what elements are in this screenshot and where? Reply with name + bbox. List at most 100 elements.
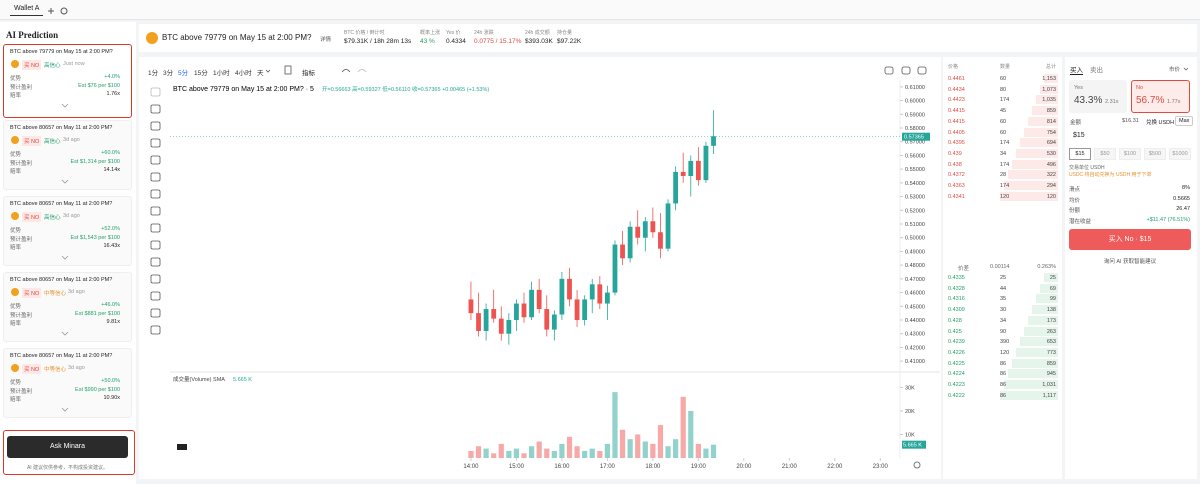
candle-body — [506, 320, 512, 334]
chart-title: BTC above 79779 on May 15 at 2:00 PM? · … — [173, 86, 314, 93]
drawing-tool — [150, 189, 161, 199]
ob-cell: 0.4405 — [948, 129, 965, 136]
toolbar-icon — [884, 66, 894, 75]
prediction-card[interactable] — [3, 120, 132, 190]
interval-button[interactable]: 15分 — [194, 70, 208, 77]
drawing-tool — [150, 138, 161, 148]
x-tick-label: 14:00 — [463, 464, 479, 470]
toolbar-icon — [901, 66, 911, 75]
ob-cell: 0.4434 — [948, 86, 965, 93]
volume-bar — [528, 446, 535, 458]
interval-button[interactable]: 1分 — [148, 70, 159, 77]
preset-button[interactable]: $500 — [1144, 148, 1166, 160]
tv-logo — [177, 444, 187, 450]
volume-bar — [635, 434, 641, 458]
preset-button[interactable]: $100 — [1119, 148, 1141, 160]
row-value: 14.14x — [103, 167, 120, 173]
confidence-tag: 中等信心 — [44, 291, 67, 297]
row-value: +4.0% — [104, 74, 120, 80]
interval-button[interactable]: 天 — [257, 70, 264, 77]
x-tick-label: 23:00 — [873, 464, 889, 470]
indicators-button[interactable]: 指标 — [302, 70, 315, 77]
ohlc-text: 开=0.56663 高=0.59327 低=0.56110 收=0.57365 … — [322, 85, 489, 93]
trade-panel — [1065, 57, 1197, 479]
ob-cell: 90 — [1000, 328, 1007, 335]
interval-button[interactable]: 1小时 — [213, 70, 230, 77]
stat-label: 概率上涨 — [420, 30, 441, 36]
order-type[interactable]: 市价 — [1169, 67, 1181, 73]
y-tick-label: 0.52000 — [905, 208, 925, 214]
volume-bar — [695, 443, 701, 458]
sidebar-title: AI Prediction — [6, 30, 59, 40]
confidence-tag: 高信心 — [44, 215, 61, 221]
candle-body — [574, 299, 580, 320]
volume-bar — [498, 443, 504, 458]
drawing-tool — [150, 240, 161, 250]
tab-bar — [0, 0, 1200, 20]
x-tick-label: 22:00 — [827, 464, 843, 470]
trade-tab[interactable]: 买入 — [1070, 64, 1083, 75]
prediction-card[interactable] — [3, 44, 132, 118]
header-bar — [139, 24, 1197, 52]
candle-body — [703, 145, 709, 181]
details-link[interactable]: 详情 — [320, 37, 332, 43]
ob-row-bg — [1032, 106, 1058, 116]
ob-cell: 120 — [1046, 193, 1056, 200]
volume-bar — [710, 444, 717, 458]
interval-button[interactable]: 5分 — [178, 70, 189, 77]
prediction-card[interactable] — [3, 272, 132, 342]
volume-bar — [612, 392, 618, 458]
ob-row-bg — [1028, 315, 1058, 325]
card-time: Just now — [63, 61, 85, 67]
row-label: 赔率 — [10, 397, 22, 403]
prediction-card[interactable] — [3, 196, 132, 266]
row-label: 赔率 — [10, 321, 22, 327]
candle-body — [476, 313, 481, 331]
candle-body — [604, 292, 610, 304]
max-button[interactable]: Max — [1175, 116, 1194, 126]
ai-link[interactable]: 询问 AI 获取智能建议 — [1103, 259, 1157, 265]
preset-button[interactable]: $15 — [1069, 148, 1091, 160]
stat-label: 持仓量 — [557, 30, 573, 36]
y-tick-label: 0.60000 — [905, 99, 925, 105]
row-value: Est $76 per $100 — [78, 82, 120, 89]
ob-cell: 0.438 — [948, 161, 962, 168]
ob-row-bg — [1008, 369, 1058, 379]
amount-input[interactable]: $15 — [1073, 132, 1085, 139]
ob-cell: 86 — [1000, 382, 1007, 388]
ob-cell: 0.4225 — [948, 360, 965, 367]
ob-cell: 0.4239 — [948, 339, 965, 346]
trade-tab[interactable]: 卖出 — [1090, 67, 1103, 74]
ob-cell: 173 — [1046, 317, 1056, 324]
wallet-tab[interactable]: Wallet A — [10, 5, 44, 16]
row-label: 优势 — [10, 228, 22, 234]
preset-button[interactable]: $1000 — [1169, 148, 1191, 160]
preset-button[interactable]: $50 — [1094, 148, 1116, 160]
volume-bar — [589, 448, 595, 458]
outcome-prob: 43.3% — [1074, 95, 1103, 106]
yes-card[interactable] — [1069, 80, 1127, 113]
row-label: 预计盈利 — [10, 84, 33, 91]
prediction-card[interactable] — [3, 348, 132, 418]
volume-title: 成交量(Volume) SMA — [173, 375, 225, 383]
spread-cell: 0.263% — [1037, 264, 1056, 270]
candle-body — [551, 314, 557, 330]
ob-row-bg — [1040, 84, 1058, 94]
coin-icon — [11, 212, 19, 220]
swap-link[interactable]: 兑换 USDH — [1146, 120, 1175, 126]
card-title: BTC above 80657 on May 11 at 2:00 PM? — [10, 353, 113, 359]
ob-cell: 0.4423 — [948, 97, 965, 104]
ob-cell: 174 — [1000, 161, 1010, 168]
ob-cell: 0.4341 — [948, 193, 965, 200]
ask-button[interactable]: Ask Minara — [7, 436, 128, 458]
x-tick-label: 20:00 — [736, 464, 752, 470]
interval-button[interactable]: 3分 — [163, 70, 174, 77]
ob-cell: 653 — [1046, 339, 1056, 346]
buy-button[interactable]: 买入 No · $15 — [1069, 229, 1191, 250]
ob-cell: 174 — [1000, 140, 1010, 147]
no-card[interactable] — [1131, 80, 1190, 113]
interval-button[interactable]: 4小时 — [235, 70, 252, 77]
ob-cell: 69 — [1049, 285, 1056, 292]
